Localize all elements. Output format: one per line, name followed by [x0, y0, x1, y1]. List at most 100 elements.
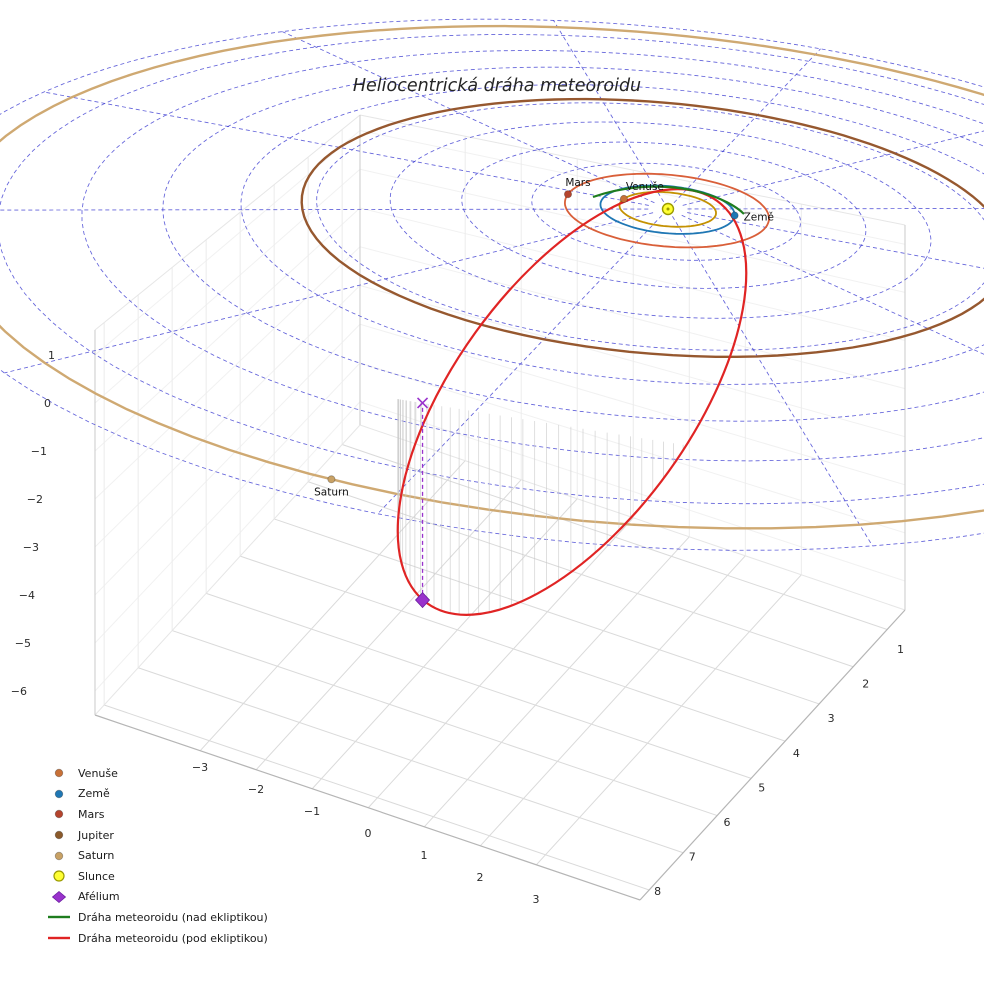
axis-line [94, 714, 641, 901]
legend-label: Jupiter [78, 828, 114, 842]
legend-marker-shape [54, 851, 64, 860]
x-tick-label: 0 [365, 827, 372, 840]
floor-gridline [255, 479, 522, 771]
wall-gridline [359, 168, 906, 293]
wall-gridline [94, 401, 361, 692]
y-tick-label: 2 [862, 678, 869, 691]
z-tick-label: −4 [19, 589, 35, 602]
legend-item: Mars [46, 804, 268, 825]
wall-gridline [94, 207, 361, 452]
legend-marker-shape [48, 936, 70, 940]
legend-label: Afélium [78, 890, 120, 904]
orbit-jupiter [300, 97, 984, 358]
legend-label: Slunce [78, 869, 115, 883]
wall-gridline [359, 323, 906, 486]
z-tick-label: 0 [44, 397, 51, 410]
grid-circle [316, 102, 984, 351]
legend-item: Saturn [46, 845, 268, 866]
z-tick-label: −1 [31, 445, 47, 458]
legend-dot-icon [54, 810, 64, 819]
grid-circle [162, 66, 984, 422]
grid-circle [81, 50, 984, 462]
y-tick-label: 3 [828, 712, 835, 725]
legend-line-icon [48, 936, 70, 940]
planet-label: Saturn [314, 486, 349, 498]
grid-radial [0, 208, 649, 211]
grid-radial [282, 31, 655, 204]
wall-gridline [94, 246, 361, 500]
x-tick-label: −1 [304, 805, 320, 818]
box-edge [94, 114, 361, 331]
planet-marker-mars [564, 190, 573, 199]
floor-gridline [479, 555, 746, 847]
grid-circle [0, 18, 984, 551]
x-tick-label: 1 [421, 849, 428, 862]
floor-gridline [311, 498, 578, 790]
grid-radial [43, 91, 649, 206]
floor-gridline [206, 592, 752, 779]
legend-marker-shape [51, 890, 67, 903]
y-tick-label: 8 [654, 885, 661, 898]
z-tick-label: −5 [15, 637, 31, 650]
x-tick-label: −2 [248, 783, 264, 796]
x-tick-label: 2 [477, 871, 484, 884]
legend-marker-shape [54, 789, 64, 799]
plot-title: Heliocentrická dráha meteoroidu [352, 76, 642, 96]
planet-label: Země [744, 212, 774, 224]
legend-label: Dráha meteoroidu (pod ekliptikou) [78, 931, 268, 945]
legend-marker-shape [54, 830, 64, 840]
grid-radial [377, 215, 663, 515]
legend-dot-icon [54, 769, 64, 778]
axis-line [639, 609, 906, 901]
orbit-mars [563, 172, 770, 249]
wall-gridline [359, 207, 906, 341]
planet-marker-venuše [619, 194, 628, 203]
grid-radial [672, 216, 873, 547]
ecliptic-cross-marker [416, 397, 429, 409]
floor-gridline [240, 555, 786, 742]
z-tick-label: −2 [27, 493, 43, 506]
grid-circle [531, 162, 801, 261]
floor-gridline [535, 574, 802, 866]
planet-marker-saturn [327, 475, 336, 484]
legend-label: Země [78, 787, 110, 801]
legend-item: Země [46, 784, 268, 805]
legend-marker-shape [53, 870, 65, 882]
legend-marker-shape [54, 769, 64, 778]
floor-gridline [367, 517, 634, 809]
floor-gridline [199, 460, 466, 752]
legend-item: Jupiter [46, 825, 268, 846]
floor-gridline [308, 481, 854, 668]
grid-radial [4, 212, 654, 374]
legend-label: Mars [78, 807, 105, 821]
legend-circle-icon [53, 870, 65, 882]
x-tick-label: 3 [533, 893, 540, 906]
grid-radial [681, 214, 984, 355]
y-tick-label: 1 [897, 643, 904, 656]
legend-item: Dráha meteoroidu (nad ekliptikou) [46, 907, 268, 928]
floor-gridline [423, 536, 690, 828]
floor-gridline [342, 444, 888, 630]
grid-circle [389, 121, 932, 319]
planet-label: Venuše [626, 181, 664, 193]
orbit-saturn [0, 24, 984, 530]
box-edge [359, 114, 906, 226]
wall-gridline [359, 362, 906, 534]
legend-item: Venuše [46, 763, 268, 784]
z-tick-label: −3 [23, 541, 39, 554]
sun-center-dot [666, 207, 670, 211]
legend-dot-icon [54, 789, 64, 799]
y-tick-label: 5 [758, 781, 765, 794]
legend-item: Dráha meteoroidu (pod ekliptikou) [46, 928, 268, 949]
grid-radial [553, 20, 664, 203]
wall-gridline [94, 362, 361, 644]
legend-marker-shape [48, 916, 70, 919]
legend-label: Venuše [78, 766, 118, 780]
legend-item: Slunce [46, 866, 268, 887]
grid-radial [682, 130, 984, 206]
wall-gridline [94, 168, 361, 404]
grid-circle [240, 84, 984, 385]
legend-marker-shape [54, 810, 64, 819]
meteoroid-orbit-above [592, 185, 745, 215]
